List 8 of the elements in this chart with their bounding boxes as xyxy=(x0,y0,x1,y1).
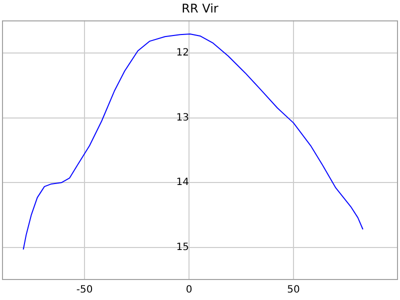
x-tick-label: 0 xyxy=(186,284,192,296)
y-tick-label: 13 xyxy=(176,112,190,124)
chart-title: RR Vir xyxy=(182,1,218,16)
x-tick-label: 50 xyxy=(287,284,300,296)
x-tick-label: -50 xyxy=(76,284,93,296)
y-tick-label: 12 xyxy=(176,47,190,58)
y-tick-label: 14 xyxy=(176,177,190,188)
y-tick-label: 15 xyxy=(176,242,190,254)
